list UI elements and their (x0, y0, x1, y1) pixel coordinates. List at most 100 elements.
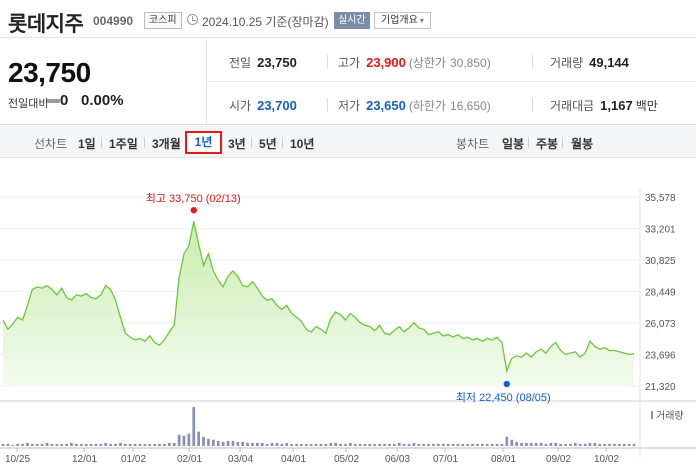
stock-code: 004990 (93, 14, 134, 28)
volume-bar (153, 443, 156, 446)
change-label: 전일대비 (8, 98, 49, 110)
line-chart-label: 선차트 (34, 137, 68, 151)
volume-bar (334, 442, 337, 446)
volume-bar (265, 443, 269, 446)
volume-bar (6, 443, 10, 446)
volume-bar (481, 443, 484, 446)
volume-bar (168, 442, 171, 446)
x-tick-label: 06/03 (385, 454, 410, 465)
volume-bar (456, 443, 460, 446)
high-annotation: 최고 33,750 (02/13) (146, 192, 241, 205)
volume-bar (613, 443, 616, 446)
volume-bar (412, 442, 416, 446)
chevron-down-icon: ▾ (419, 16, 424, 25)
low-label: 저가 (338, 99, 361, 113)
period-1d[interactable]: 1일 (78, 137, 96, 151)
volume-bar (349, 442, 352, 446)
period-5y[interactable]: 5년 (259, 137, 277, 151)
prev-close-cell: 전일 23,750 (229, 54, 297, 71)
volume-bar (583, 443, 587, 446)
volume-bar (55, 443, 59, 446)
volume-bar (226, 440, 230, 446)
volume-bar (109, 443, 112, 446)
volume-bar (285, 442, 289, 446)
market-badge: 코스피 (144, 12, 182, 29)
chart-toolbar: 선차트 1일 1주일 3개월 1년 3년 5년 10년 봉차트 일봉 주봉 월봉 (0, 126, 696, 158)
volume-bar (133, 443, 137, 446)
company-overview-dropdown[interactable]: 기업개요 ▾ (374, 12, 431, 29)
volume-bar (539, 442, 543, 446)
low-cell: 저가 23,650 (하한가 16,650) (338, 97, 491, 114)
volume-bar (158, 443, 161, 446)
volume-bar (202, 436, 205, 446)
volume-bar (192, 407, 196, 446)
volume-bar (554, 442, 558, 446)
volume-bar (446, 443, 450, 446)
separator (144, 137, 145, 148)
candle-weekly[interactable]: 주봉 (536, 137, 559, 151)
volume-bar (417, 443, 421, 446)
volume-bar (319, 443, 323, 446)
volume-bar (520, 442, 523, 446)
y-tick-label: 28,449 (645, 288, 676, 299)
volume-bar (256, 442, 259, 446)
volume-bar (598, 443, 602, 446)
volume-bar (363, 443, 367, 446)
volume-bar (461, 443, 465, 446)
volume-bar (388, 443, 391, 446)
volume-bar (490, 443, 494, 446)
price-area-fill (3, 221, 634, 386)
volume-bar (119, 442, 122, 446)
volume-bar (16, 443, 19, 446)
volume-bar (89, 443, 93, 446)
x-tick-label: 09/02 (546, 454, 571, 465)
volume-bar (574, 442, 577, 446)
volume-bar (427, 443, 430, 446)
volume-bar (216, 440, 220, 446)
volume-bar (207, 438, 210, 446)
period-1y-selected[interactable]: 1년 (185, 131, 222, 154)
volume-bar (40, 443, 44, 446)
volume-bar (373, 443, 377, 446)
volume-bar (358, 443, 362, 446)
volume-bar (441, 443, 445, 446)
candle-daily[interactable]: 일봉 (502, 137, 525, 151)
open-value: 23,700 (257, 98, 297, 113)
period-3y[interactable]: 3년 (228, 137, 246, 151)
separator (282, 137, 283, 148)
price-chart[interactable]: 35,578 33,201 30,825 28,449 26,073 23,696 21,3… (0, 158, 696, 476)
volume-bar (329, 442, 333, 446)
candle-monthly[interactable]: 월봉 (571, 137, 594, 151)
volume-bar (622, 443, 626, 446)
volume-bar (295, 443, 298, 446)
stock-name: 롯데지주 (8, 13, 84, 36)
period-3m[interactable]: 3개월 (152, 137, 181, 151)
volume-bar (50, 443, 54, 446)
volume-bar (197, 431, 200, 446)
clock-icon (187, 14, 198, 25)
volume-bar (544, 443, 548, 446)
volume-bar (99, 443, 103, 446)
volume-bar (515, 441, 518, 446)
volume-bar (569, 443, 572, 446)
amount-label: 거래대금 (550, 99, 595, 113)
volume-bar (407, 443, 411, 446)
period-1w[interactable]: 1주일 (109, 137, 138, 151)
realtime-button[interactable]: 실시간 (334, 12, 370, 29)
x-tick-label: 07/01 (433, 454, 458, 465)
volume-bar (314, 443, 318, 446)
prev-close-label: 전일 (229, 56, 252, 70)
x-tick-label: 01/02 (121, 454, 146, 465)
volume-legend-label: 거래량 (656, 410, 684, 422)
amount-unit: 백만 (635, 99, 658, 113)
x-tick-label: 04/01 (281, 454, 306, 465)
volume-bar (309, 443, 313, 446)
flat-change-icon (47, 99, 60, 103)
y-tick-label: 23,696 (645, 351, 676, 362)
volume-bar (84, 443, 88, 446)
volume-bar (397, 442, 401, 446)
volume-bar (104, 442, 108, 446)
volume-bar (378, 443, 381, 446)
date-value: 2024.10.25 (202, 15, 263, 29)
period-10y[interactable]: 10년 (290, 137, 315, 151)
